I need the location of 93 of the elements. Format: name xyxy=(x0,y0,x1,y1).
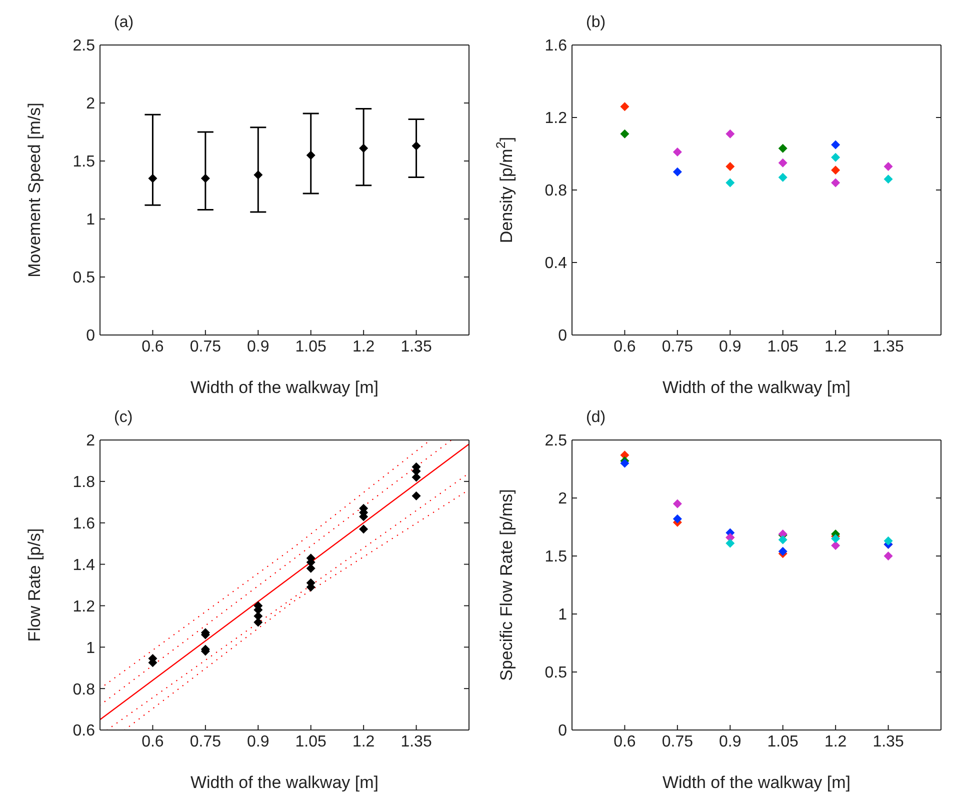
point xyxy=(672,167,682,176)
x-tick-label: 1.05 xyxy=(295,733,327,750)
y-tick-label: 1 xyxy=(558,606,568,624)
y-tick-label: 0.8 xyxy=(544,182,568,200)
x-tick-label: 0.75 xyxy=(662,338,694,356)
y-tick-label: 1.5 xyxy=(72,154,96,171)
y-tick-label: 0.5 xyxy=(544,664,568,682)
point xyxy=(884,552,893,560)
x-tick-label: 0.75 xyxy=(190,338,222,356)
point xyxy=(778,546,788,556)
x-tick-label: 0.6 xyxy=(142,338,164,356)
y-tick-label: 2 xyxy=(86,96,96,113)
x-tick-label: 1.05 xyxy=(767,733,799,750)
y-tick-label: 1.5 xyxy=(544,548,568,566)
point xyxy=(831,534,840,544)
x-tick-label: 1.35 xyxy=(400,733,432,750)
y-axis-title: Specific Flow Rate [p/ms] xyxy=(497,489,516,681)
point xyxy=(359,524,368,534)
point xyxy=(359,144,368,153)
point xyxy=(778,535,788,544)
x-tick-label: 1.35 xyxy=(872,338,904,356)
point xyxy=(620,102,630,112)
y-tick-label: 1 xyxy=(86,640,96,657)
y-tick-label: 0 xyxy=(86,328,96,345)
x-axis-title: Width of the walkway [m] xyxy=(662,773,851,792)
point xyxy=(200,174,210,183)
x-tick-label: 0.9 xyxy=(247,338,270,356)
x-tick-label: 0.9 xyxy=(719,733,742,750)
y-tick-label: 0.5 xyxy=(72,270,96,287)
x-tick-label: 0.6 xyxy=(614,733,636,750)
x-axis-title: Width of the walkway [m] xyxy=(190,773,379,792)
y-tick-label: 1.6 xyxy=(544,38,568,55)
y-tick-label: 2.5 xyxy=(544,432,568,450)
y-tick-label: 0.8 xyxy=(72,681,96,698)
point xyxy=(306,150,316,160)
point xyxy=(884,536,893,546)
point xyxy=(672,499,682,508)
point xyxy=(831,152,840,162)
y-tick-label: 0 xyxy=(558,722,568,740)
y-tick-label: 1.2 xyxy=(544,110,568,128)
y-axis-title: Movement Speed [m/s] xyxy=(25,102,44,278)
point xyxy=(148,174,158,183)
x-tick-label: 1.2 xyxy=(824,338,847,356)
x-tick-label: 1.35 xyxy=(872,733,904,750)
x-tick-label: 0.75 xyxy=(190,733,222,750)
point xyxy=(726,538,735,548)
x-tick-label: 1.05 xyxy=(295,338,327,356)
point xyxy=(254,170,263,180)
y-tick-label: 1.6 xyxy=(72,516,96,533)
chart-title: (c) xyxy=(114,409,133,427)
y-tick-label: 1.2 xyxy=(72,598,96,616)
x-tick-label: 1.2 xyxy=(824,733,847,750)
y-tick-label: 2 xyxy=(558,490,568,508)
point xyxy=(412,141,421,150)
x-axis-title: Width of the walkway [m] xyxy=(190,378,379,397)
point xyxy=(884,162,893,171)
point xyxy=(884,174,893,184)
x-tick-label: 0.9 xyxy=(719,338,742,356)
point xyxy=(831,140,840,150)
y-tick-label: 2.5 xyxy=(72,38,96,55)
point xyxy=(412,491,421,500)
point xyxy=(831,166,840,175)
y-tick-label: 1.4 xyxy=(72,556,96,574)
x-tick-label: 1.2 xyxy=(352,338,375,356)
x-tick-label: 0.6 xyxy=(142,733,164,750)
x-tick-label: 0.75 xyxy=(662,733,694,750)
x-tick-label: 0.9 xyxy=(247,733,270,750)
point xyxy=(672,147,682,156)
y-tick-label: 0.4 xyxy=(544,255,568,272)
x-tick-label: 1.35 xyxy=(400,338,432,356)
x-tick-label: 0.6 xyxy=(614,338,636,356)
chart-title: (b) xyxy=(586,14,606,32)
x-tick-label: 1.2 xyxy=(352,733,375,750)
y-tick-label: 1 xyxy=(86,212,96,229)
x-tick-label: 1.05 xyxy=(767,338,799,356)
y-axis-title: Flow Rate [p/s] xyxy=(25,528,44,642)
y-tick-label: 2 xyxy=(86,432,96,450)
point xyxy=(726,178,735,188)
point xyxy=(620,458,630,468)
y-tick-label: 1.8 xyxy=(72,474,96,492)
point xyxy=(831,178,840,188)
chart-title: (d) xyxy=(586,409,606,427)
point xyxy=(726,129,735,138)
point xyxy=(831,541,840,550)
point xyxy=(726,162,735,171)
x-axis-title: Width of the walkway [m] xyxy=(662,378,851,397)
point xyxy=(620,129,630,138)
point xyxy=(778,144,788,153)
point xyxy=(778,172,788,182)
y-tick-label: 0 xyxy=(558,328,568,345)
point xyxy=(672,514,682,524)
point xyxy=(778,158,788,168)
chart-title: (a) xyxy=(114,14,134,32)
